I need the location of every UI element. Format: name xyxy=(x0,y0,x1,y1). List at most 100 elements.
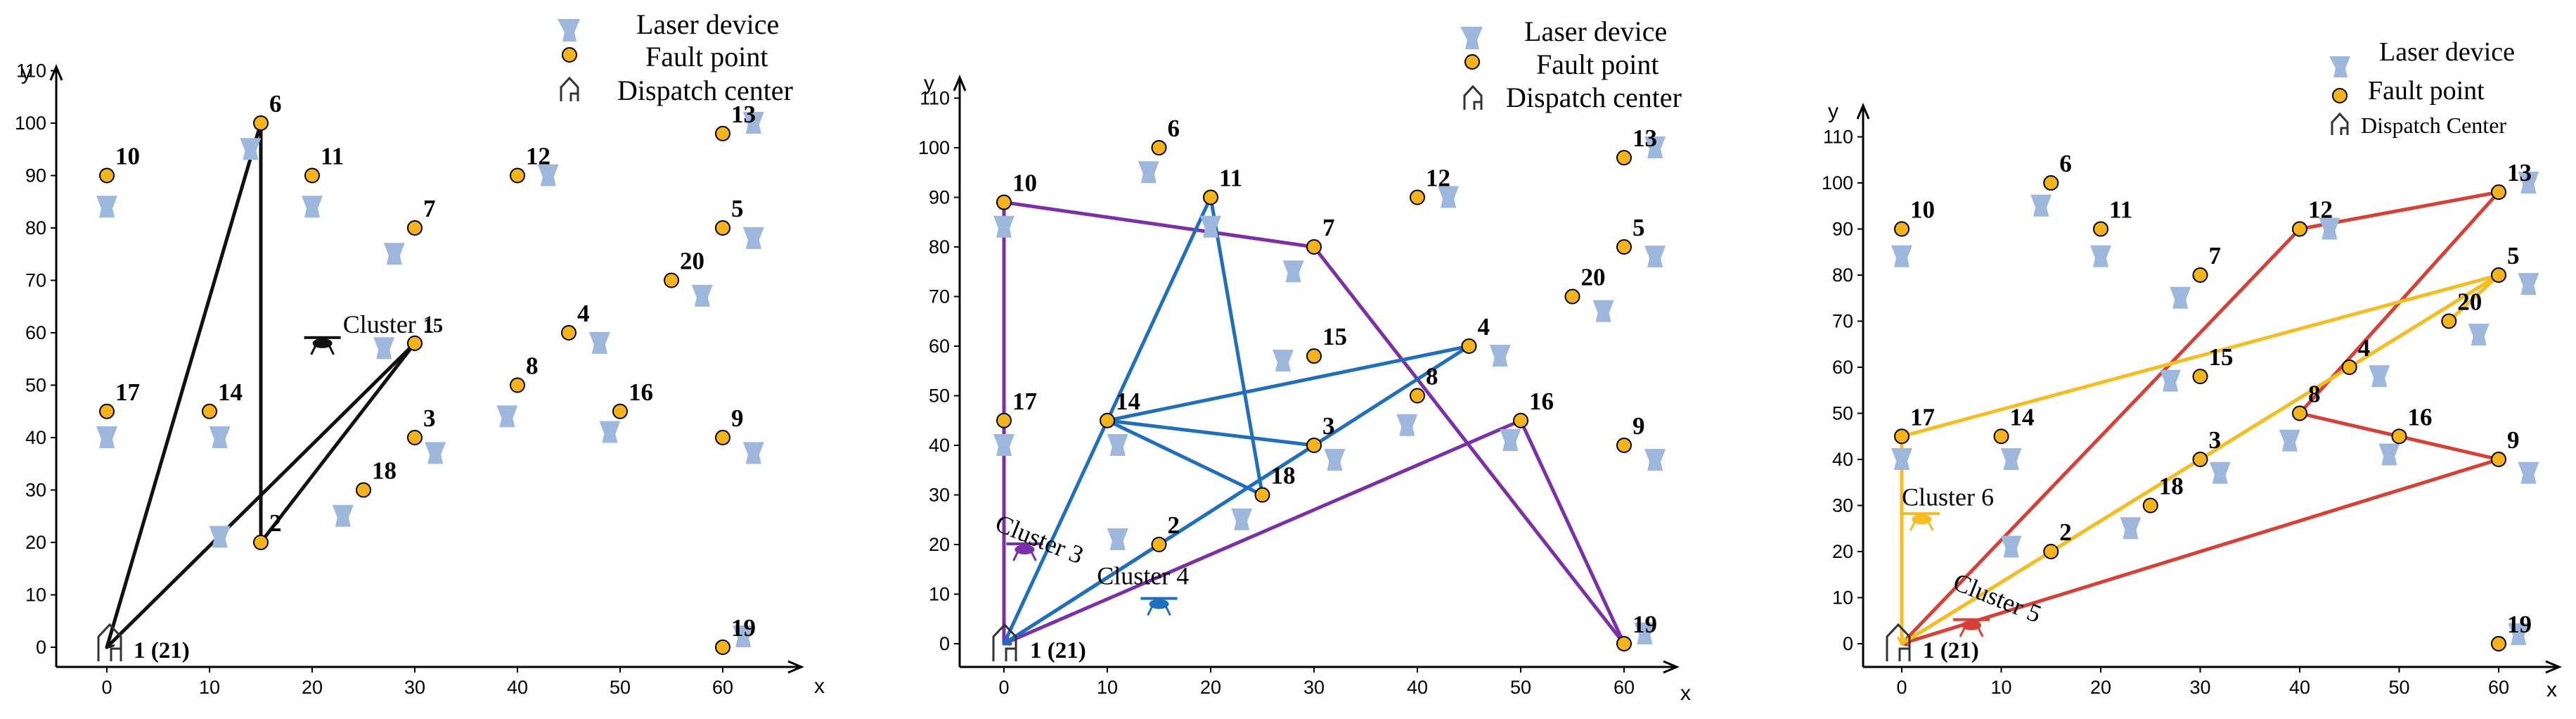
fault-point-label: 14 xyxy=(218,378,243,406)
fault-point-marker xyxy=(2491,184,2506,201)
fault-point-marker xyxy=(996,412,1012,428)
fault-point-marker xyxy=(715,430,730,445)
fault-point-marker xyxy=(1616,239,1632,255)
legend-label-dispatch: Dispatch center xyxy=(1506,82,1682,113)
y-tick-label: 20 xyxy=(25,532,46,553)
laser-device-marker xyxy=(383,243,405,265)
laser-device-marker xyxy=(2160,369,2182,392)
drone-icon xyxy=(304,336,341,355)
y-tick-label: 80 xyxy=(929,236,950,257)
laser-device-marker xyxy=(2120,517,2142,540)
laser-device-marker xyxy=(2000,535,2022,558)
legend-label-fault: Fault point xyxy=(1536,49,1659,80)
fault-point-marker xyxy=(1616,150,1632,166)
fault-point-label: 6 xyxy=(2059,150,2072,177)
y-axis-arrow xyxy=(953,75,967,91)
fault-point-marker xyxy=(561,325,577,341)
laser-device-marker xyxy=(691,284,713,307)
laser-device-marker xyxy=(537,164,559,186)
y-tick-label: 40 xyxy=(25,427,46,448)
fault-point-marker xyxy=(2192,267,2208,283)
fault-point-label: 15 xyxy=(1322,323,1347,350)
fault-point-marker xyxy=(2192,369,2208,385)
fault-point-label: 7 xyxy=(2209,242,2222,269)
depot-label: 1 (21) xyxy=(1030,638,1086,663)
laser-device-marker xyxy=(373,337,395,360)
fault-point-label: 7 xyxy=(423,195,436,222)
fault-point-marker xyxy=(2043,544,2059,559)
fault-point-label: 11 xyxy=(2109,196,2132,224)
fault-point-marker xyxy=(99,403,115,419)
y-tick-label: 30 xyxy=(929,485,950,506)
x-tick-label: 20 xyxy=(302,677,323,698)
fault-point-marker xyxy=(1203,189,1218,205)
y-axis-label: y xyxy=(1828,100,1838,123)
fault-point-marker xyxy=(715,640,730,655)
fault-point-marker xyxy=(2093,221,2108,237)
laser-device-marker xyxy=(1891,448,1912,470)
fault-point-label: 6 xyxy=(1168,115,1180,142)
fault-point-label: 12 xyxy=(1426,165,1450,192)
laser-device-marker xyxy=(425,442,446,464)
fault-point-label: 3 xyxy=(423,405,436,432)
fault-point-label: 15 xyxy=(2209,343,2234,371)
fault-point-marker xyxy=(1151,140,1167,155)
fault-point-label: 10 xyxy=(1910,196,1935,224)
legend-label-fault: Fault point xyxy=(645,41,768,72)
y-tick-label: 110 xyxy=(920,88,950,109)
fault-point-label: 15 xyxy=(423,315,443,337)
fault-point-marker xyxy=(2292,405,2307,421)
laser-device-marker xyxy=(1396,414,1418,436)
y-tick-label: 100 xyxy=(918,137,950,158)
panel-2: Laser device Fault point Dispatch center… xyxy=(918,15,1691,705)
fault-point-marker xyxy=(1993,428,2009,445)
fault-point-marker xyxy=(996,194,1012,210)
fault-point-label: 8 xyxy=(1426,363,1438,390)
fault-point-label: 17 xyxy=(115,378,140,406)
y-tick-label: 0 xyxy=(1843,633,1853,654)
fault-point-marker xyxy=(2491,452,2506,467)
fault-point-marker xyxy=(304,167,320,184)
x-tick-label: 50 xyxy=(2388,677,2409,698)
drone-icon xyxy=(1140,597,1178,616)
laser-device-icon xyxy=(558,19,580,42)
fault-point-label: 9 xyxy=(2507,426,2520,454)
legend-label-fault: Fault point xyxy=(2368,76,2485,106)
route-segment-blue xyxy=(1209,196,1263,495)
fault-point-marker xyxy=(715,125,730,141)
x-tick-label: 50 xyxy=(1510,677,1531,698)
axes: x y 0 10 20 30 40 50 60 0 10 20 30 40 50 60 70 80 90 100… xyxy=(1822,100,2562,701)
route-segment-purple xyxy=(1312,245,1624,644)
fault-point-marker xyxy=(715,220,730,236)
laser-device-marker xyxy=(2319,217,2340,240)
laser-device-marker xyxy=(1324,449,1346,471)
fault-point-marker xyxy=(2441,313,2457,329)
cluster-label: Cluster 3 xyxy=(991,509,1087,569)
laser-device-marker xyxy=(993,434,1015,456)
fault-point-label: 4 xyxy=(2358,334,2371,362)
laser-device-marker xyxy=(733,625,754,648)
route-segment-blue xyxy=(1004,344,1471,646)
fault-point-marker xyxy=(664,272,679,288)
fault-point-marker xyxy=(407,335,423,351)
panel-1: Laser device Fault point Dispatch center… xyxy=(15,8,825,698)
y-axis-arrow xyxy=(1856,103,1870,120)
y-tick-label: 10 xyxy=(1832,587,1853,609)
x-tick-label: 30 xyxy=(2189,677,2210,698)
laser-device-marker xyxy=(742,442,764,464)
fault-point-label: 20 xyxy=(1581,264,1606,291)
laser-device-marker xyxy=(1438,186,1460,208)
y-axis-arrow xyxy=(49,64,63,81)
legend: Laser device Fault point Dispatch Center xyxy=(2329,37,2515,138)
y-tick-label: 100 xyxy=(1822,172,1853,193)
legend: Laser device Fault point Dispatch center xyxy=(1460,15,1682,113)
y-tick-label: 50 xyxy=(929,386,950,407)
y-tick-label: 40 xyxy=(1832,449,1853,470)
laser-device-marker xyxy=(2518,172,2539,193)
fault-point-label: 16 xyxy=(629,378,653,406)
fault-point-marker xyxy=(1894,221,1910,237)
fault-point-label: 5 xyxy=(1632,214,1645,241)
dispatch-center-icon xyxy=(560,76,579,101)
route-segment-yellow xyxy=(1902,273,2501,436)
laser-device-marker xyxy=(1489,345,1511,367)
